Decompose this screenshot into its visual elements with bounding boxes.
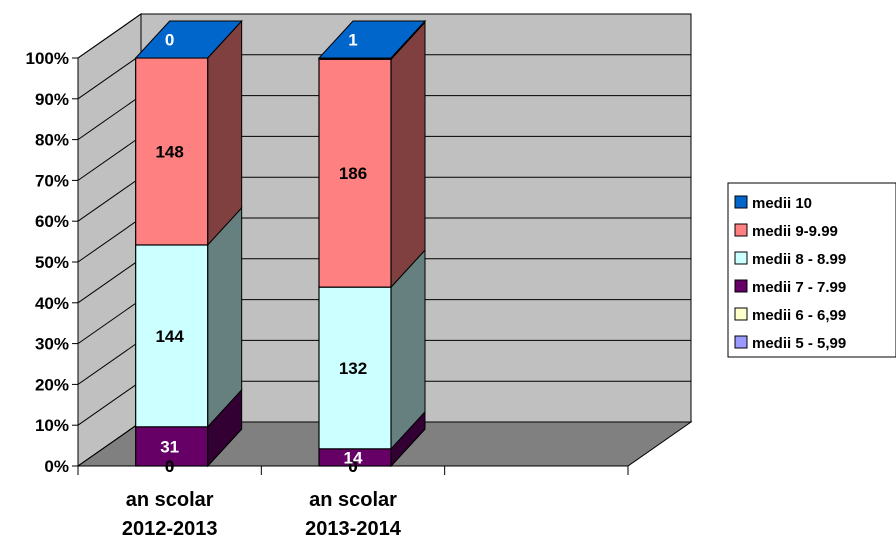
x-axis: an scolar 2012-2013 an scolar 2013-2014: [77, 465, 629, 540]
data-label-0-0: 0: [165, 457, 174, 476]
y-tick-label: 10%: [35, 416, 69, 435]
bar-side-0-3: [207, 206, 243, 429]
legend-swatch: [734, 307, 748, 321]
data-label-0-1: 0: [165, 457, 174, 476]
legend-label: medii 6 - 6,99: [752, 307, 846, 324]
data-label-1-4: 186: [339, 164, 367, 183]
bars: [134, 19, 427, 468]
data-label-0-2: 31: [160, 437, 179, 456]
bar-segment-0-3: [135, 244, 209, 428]
legend-label: medii 9-9.99: [752, 223, 838, 240]
bar-segment-1-3: [318, 286, 392, 450]
data-label-0-5: 0: [165, 31, 174, 50]
data-label-1-3: 132: [339, 359, 367, 378]
y-tick-label: 70%: [35, 171, 69, 190]
data-label-1-0: 0: [348, 457, 357, 476]
x-tick-label: an scolar: [126, 489, 214, 511]
legend-label: medii 10: [752, 195, 812, 212]
legend-label: medii 8 - 8.99: [752, 251, 846, 268]
y-tick-label: 50%: [35, 253, 69, 272]
legend-swatch: [734, 195, 748, 209]
bar-top-1: [317, 20, 427, 59]
y-tick-label: 0%: [44, 457, 69, 476]
legend-swatch: [734, 279, 748, 293]
legend-swatch: [734, 223, 748, 237]
legend-swatch: [734, 251, 748, 265]
y-tick-label: 60%: [35, 212, 69, 231]
data-label-1-2: 14: [344, 448, 363, 467]
legend-label: medii 7 - 7.99: [752, 279, 846, 296]
x-tick-label: 2013-2014: [305, 518, 402, 540]
legend-box: [727, 182, 896, 358]
gridline: [77, 13, 691, 59]
data-label-0-3: 144: [155, 327, 184, 346]
x-tick-label: 2012-2013: [122, 518, 218, 540]
bar-segment-1-4: [318, 58, 392, 288]
legend: medii 10 medii 9-9.99 medii 8 - 8.99 medii …: [727, 182, 896, 358]
data-label-0-4: 148: [155, 142, 183, 161]
bar-segment-0-2: [135, 426, 209, 467]
y-axis: 0% 10% 20% 30% 40% 50% 60% 70% 80% 90% 100%: [26, 49, 79, 476]
y-tick-label: 90%: [35, 90, 69, 109]
legend-label: medii 5 - 5,99: [752, 335, 846, 352]
y-tick-label: 30%: [35, 335, 69, 354]
y-tick-label: 100%: [26, 49, 69, 68]
bar-side-1-4: [390, 20, 426, 289]
x-tick-label: an scolar: [309, 489, 397, 511]
bar-segment-0-4: [135, 57, 209, 246]
data-label-1-5: 1: [348, 31, 357, 50]
bar-side-0-4: [207, 19, 243, 247]
y-tick-label: 80%: [35, 131, 69, 150]
data-label-1-1: 0: [348, 457, 357, 476]
y-tick-label: 20%: [35, 375, 69, 394]
legend-swatch: [734, 335, 748, 349]
y-tick-label: 40%: [35, 294, 69, 313]
bar-top-0: [134, 20, 243, 59]
